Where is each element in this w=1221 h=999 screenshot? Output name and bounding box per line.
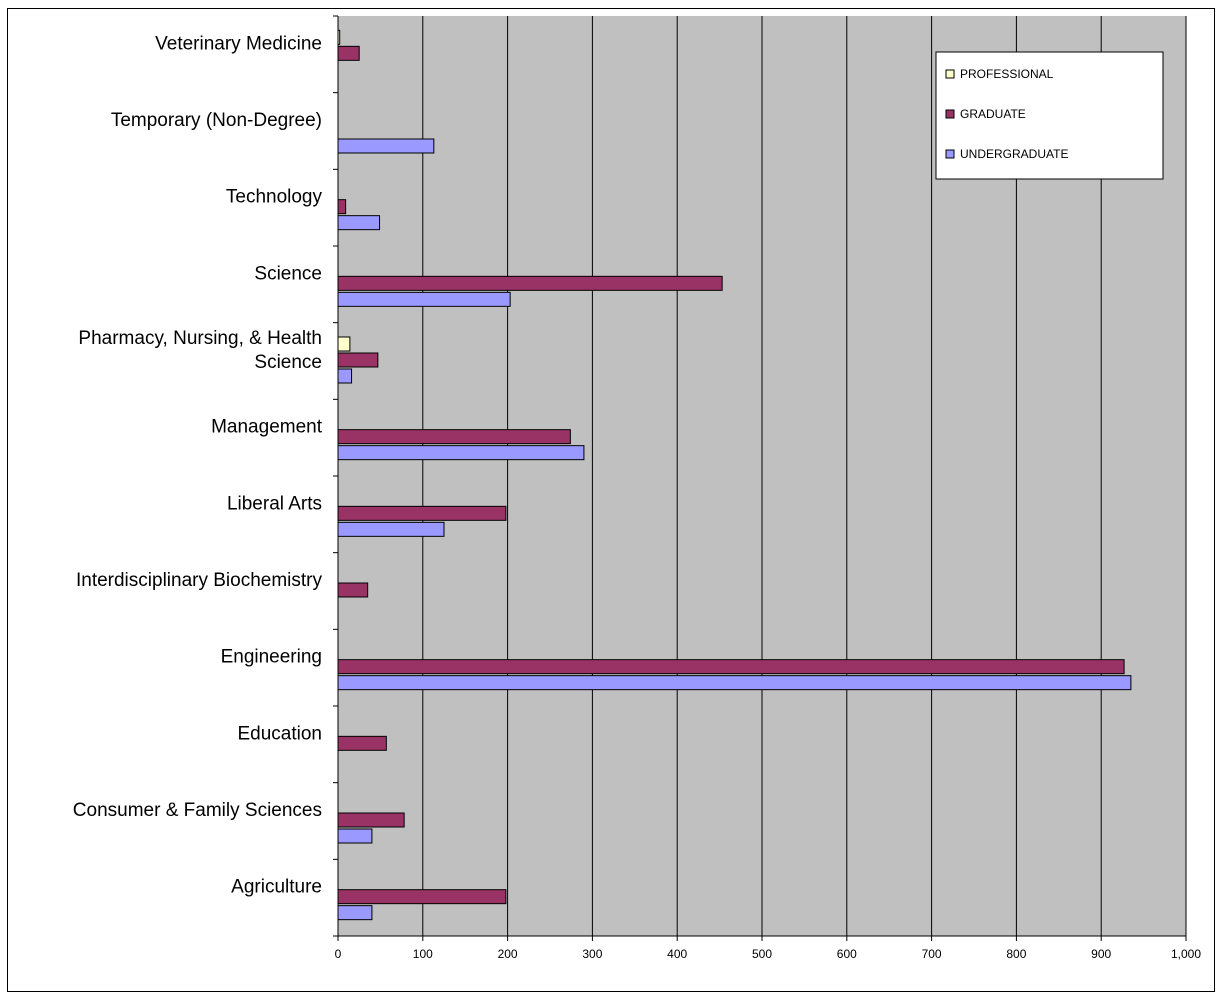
category-label: Engineering xyxy=(221,647,322,668)
category-label: Agriculture xyxy=(231,877,322,898)
x-tick-label: 0 xyxy=(335,947,342,961)
x-tick-label: 600 xyxy=(837,947,857,961)
legend-label: GRADUATE xyxy=(960,107,1026,121)
bar-undergraduate xyxy=(337,905,373,921)
bar-undergraduate xyxy=(337,445,585,461)
bar-graduate xyxy=(337,659,1125,675)
x-tick-label: 500 xyxy=(752,947,772,961)
category-label: Liberal Arts xyxy=(227,493,322,514)
bar-graduate xyxy=(337,429,571,445)
legend: PROFESSIONAL GRADUATE UNDERGRADUATE xyxy=(935,51,1164,180)
bar-professional xyxy=(337,336,351,352)
legend-box xyxy=(935,51,1164,180)
bar-graduate xyxy=(337,505,507,521)
legend-swatch xyxy=(945,69,955,79)
bar-graduate xyxy=(337,735,387,751)
category-label: Temporary (Non-Degree) xyxy=(111,110,322,131)
bar-undergraduate xyxy=(337,828,373,844)
legend-label: UNDERGRADUATE xyxy=(960,147,1068,161)
axes: 0 100 200 300 400 500 600 700 800 900 1,000 Agricul… xyxy=(73,15,1201,961)
x-tick-label: 1,000 xyxy=(1171,947,1201,961)
category-label: Education xyxy=(237,723,322,744)
legend-label: PROFESSIONAL xyxy=(960,67,1054,81)
bar-graduate xyxy=(337,45,360,61)
category-label: Management xyxy=(211,417,323,438)
category-label: Science xyxy=(254,263,322,284)
bar-graduate xyxy=(337,812,405,828)
x-tick-label: 800 xyxy=(1006,947,1026,961)
bar-graduate xyxy=(337,352,379,368)
bar-undergraduate xyxy=(337,291,511,307)
bar-graduate xyxy=(337,582,369,598)
x-tick-label: 900 xyxy=(1091,947,1111,961)
category-label: Consumer & Family Sciences xyxy=(73,800,322,821)
bar-undergraduate xyxy=(337,138,435,154)
bar-undergraduate xyxy=(337,521,445,537)
x-tick-label: 100 xyxy=(413,947,433,961)
bars xyxy=(337,29,1132,921)
bar-graduate xyxy=(337,275,723,291)
x-tick-label: 700 xyxy=(922,947,942,961)
x-tick-label: 300 xyxy=(582,947,602,961)
bar-graduate xyxy=(337,889,507,905)
legend-swatch xyxy=(945,109,955,119)
x-tick-label: 400 xyxy=(667,947,687,961)
legend-swatch xyxy=(945,149,955,159)
category-label: Technology xyxy=(226,187,323,208)
bar-graduate xyxy=(337,199,347,215)
bar-undergraduate xyxy=(337,675,1132,691)
category-label: Interdisciplinary Biochemistry xyxy=(76,570,323,591)
category-label: Veterinary Medicine xyxy=(155,33,322,54)
category-label: Pharmacy, Nursing, & Health Science xyxy=(78,328,322,373)
bar-undergraduate xyxy=(337,215,381,231)
x-tick-label: 200 xyxy=(498,947,518,961)
bar-undergraduate xyxy=(337,368,353,384)
